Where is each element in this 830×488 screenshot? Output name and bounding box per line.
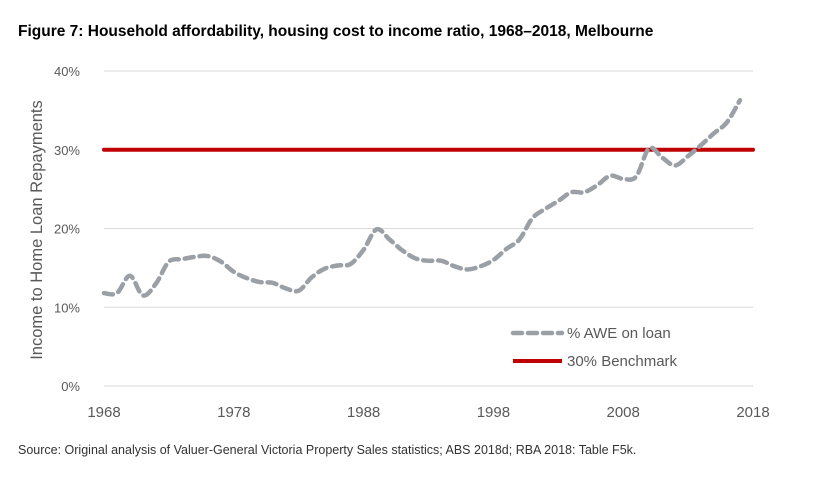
series-awe-line (101, 97, 743, 298)
x-tick-label: 2008 (607, 404, 640, 421)
x-tick-label: 1968 (87, 404, 120, 421)
chart-title: Figure 7: Household affordability, housi… (18, 23, 654, 40)
y-tick-label: 40% (54, 64, 80, 79)
y-tick-label: 10% (54, 300, 80, 315)
y-tick-label: 30% (54, 143, 80, 158)
y-tick-label: 20% (54, 222, 80, 237)
y-tick-label: 0% (61, 379, 80, 394)
x-tick-label: 2018 (736, 404, 769, 421)
y-axis-label: Income to Home Loan Repayments (28, 100, 46, 360)
x-tick-label: 1978 (217, 404, 250, 421)
legend-label-awe: % AWE on loan (567, 325, 671, 342)
x-tick-label: 1998 (477, 404, 510, 421)
source-note: Source: Original analysis of Valuer-Gene… (18, 443, 637, 457)
x-tick-label: 1988 (347, 404, 380, 421)
legend-label-benchmark: 30% Benchmark (567, 353, 678, 370)
